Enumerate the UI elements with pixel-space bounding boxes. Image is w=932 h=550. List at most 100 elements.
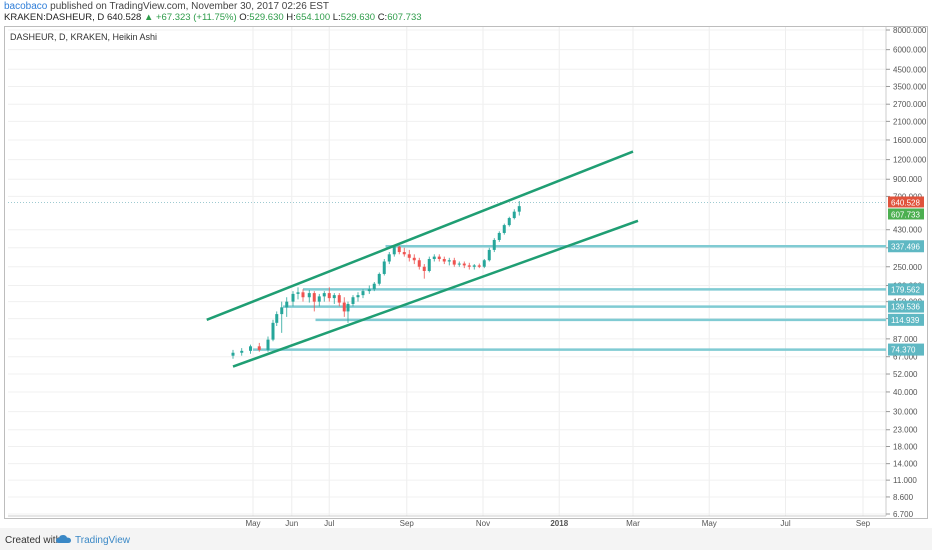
candle-body bbox=[307, 293, 311, 298]
y-tick-label: 430.000 bbox=[893, 226, 922, 235]
candle-body bbox=[402, 252, 406, 255]
y-tick-label: 4500.000 bbox=[893, 65, 927, 74]
chart-canvas[interactable]: 8000.000 6000.000 4500.000 3500.000 2700.000… bbox=[0, 0, 932, 528]
footer-bar: Created with TradingView bbox=[0, 528, 932, 550]
y-tick-label: 1200.000 bbox=[893, 156, 927, 165]
candle-body bbox=[482, 260, 486, 267]
candle-body bbox=[497, 232, 501, 240]
x-tick-label: Sep bbox=[856, 519, 871, 528]
candle-body bbox=[271, 322, 275, 340]
candle-body bbox=[257, 346, 261, 350]
x-tick-label: Mar bbox=[626, 519, 640, 528]
candle-body bbox=[322, 293, 326, 297]
y-tick-label: 2100.000 bbox=[893, 117, 927, 126]
candle-body bbox=[285, 301, 289, 308]
y-tick-label: 18.000 bbox=[893, 442, 918, 451]
candle-body bbox=[377, 273, 381, 284]
author-link[interactable]: bacobaco bbox=[4, 1, 48, 12]
support-level-badge bbox=[888, 300, 924, 313]
last-price: 640.528 bbox=[106, 12, 142, 23]
last-price-badge bbox=[888, 196, 924, 208]
y-tick-label: 11.000 bbox=[893, 476, 917, 485]
support-level-badge bbox=[888, 343, 924, 356]
candle-body bbox=[317, 296, 321, 302]
y-tick-label: 8.600 bbox=[893, 493, 914, 502]
y-tick-label: 87.000 bbox=[893, 335, 918, 344]
support-level-label: 114.939 bbox=[891, 316, 920, 325]
y-tick-label: 250.000 bbox=[893, 263, 922, 272]
x-tick-label: Nov bbox=[476, 519, 490, 528]
candle-body bbox=[342, 302, 346, 312]
candle-body bbox=[266, 339, 270, 350]
high-label: H: bbox=[286, 12, 296, 23]
last-price-label: 640.528 bbox=[891, 198, 920, 207]
close-price-label: 607.733 bbox=[891, 210, 920, 219]
open-label: O: bbox=[239, 12, 250, 23]
up-arrow-icon: ▲ bbox=[143, 12, 154, 23]
candle-body bbox=[422, 266, 426, 271]
y-tick-label: 900.000 bbox=[893, 175, 922, 184]
support-level-badge bbox=[888, 313, 924, 326]
candle-body bbox=[432, 256, 436, 260]
publish-line: bacobaco published on TradingView.com, N… bbox=[4, 1, 329, 12]
high-value: 654.100 bbox=[295, 12, 331, 23]
channel-upper-line bbox=[206, 150, 634, 321]
candle-body bbox=[512, 211, 516, 219]
candle-body bbox=[312, 293, 316, 302]
change-value: +67.323 (+11.75%) bbox=[155, 12, 237, 23]
low-value: 529.630 bbox=[340, 12, 376, 23]
candle-body bbox=[447, 260, 451, 262]
candle-body bbox=[240, 350, 244, 353]
candle-body bbox=[517, 206, 521, 212]
candle-body bbox=[462, 263, 466, 266]
chart-frame bbox=[4, 26, 928, 519]
created-with-text: Created with bbox=[5, 535, 62, 546]
candle-body bbox=[332, 295, 336, 299]
candle-body bbox=[291, 293, 295, 302]
candle-body bbox=[356, 295, 360, 298]
candle-body bbox=[327, 293, 331, 299]
candle-body bbox=[492, 239, 496, 250]
support-level-label: 74.370 bbox=[891, 346, 916, 355]
candle-body bbox=[502, 225, 506, 233]
candle-body bbox=[487, 249, 491, 261]
open-value: 529.630 bbox=[249, 12, 284, 23]
candle-body bbox=[452, 260, 456, 265]
y-tick-label: 40.000 bbox=[893, 388, 918, 397]
candle-body bbox=[280, 307, 284, 315]
candle-body bbox=[417, 260, 421, 267]
x-tick-label: Jul bbox=[324, 519, 334, 528]
candle-body bbox=[275, 314, 279, 323]
candle-body bbox=[412, 257, 416, 261]
support-level-label: 179.562 bbox=[891, 285, 920, 294]
y-tick-label: 8000.000 bbox=[893, 26, 927, 35]
tradingview-brand[interactable]: TradingView bbox=[75, 535, 131, 546]
candle-body bbox=[372, 283, 376, 290]
x-tick-label: May bbox=[702, 519, 717, 528]
support-level-badge bbox=[888, 283, 924, 296]
y-tick-label: 30.000 bbox=[893, 408, 918, 417]
close-price-badge bbox=[888, 208, 924, 220]
x-tick-label: Sep bbox=[400, 519, 415, 528]
candle-body bbox=[337, 295, 341, 303]
y-tick-label: 3500.000 bbox=[893, 82, 927, 91]
y-tick-label: 6000.000 bbox=[893, 46, 927, 55]
y-tick-label: 1600.000 bbox=[893, 136, 927, 145]
candle-body bbox=[472, 265, 476, 267]
candle-body bbox=[346, 303, 350, 312]
y-tick-label: 2700.000 bbox=[893, 100, 927, 109]
support-level-badge bbox=[888, 240, 924, 253]
support-level-label: 337.496 bbox=[891, 242, 920, 251]
low-label: L: bbox=[332, 12, 341, 23]
close-label: C: bbox=[377, 12, 388, 23]
candle-body bbox=[296, 292, 300, 294]
candle-body bbox=[392, 246, 396, 255]
x-tick-label: Jun bbox=[285, 519, 298, 528]
y-tick-label: 52.000 bbox=[893, 370, 918, 379]
candle-body bbox=[301, 292, 305, 298]
candle-body bbox=[427, 259, 431, 271]
ohlc-line: KRAKEN:DASHEUR, D 640.528 ▲ +67.323 (+11… bbox=[4, 12, 422, 23]
candle-body bbox=[457, 263, 461, 265]
close-value: 607.733 bbox=[387, 12, 422, 23]
candle-body bbox=[361, 291, 365, 296]
